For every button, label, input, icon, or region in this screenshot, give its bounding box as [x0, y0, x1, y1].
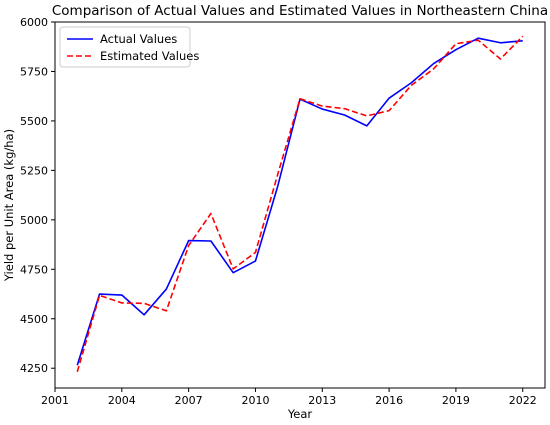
chart-title: Comparison of Actual Values and Estimate…: [52, 3, 548, 19]
x-tick-label: 2013: [308, 394, 336, 407]
series-line-estimated: [76, 35, 524, 373]
legend-label: Estimated Values: [100, 49, 199, 63]
y-tick-label: 5500: [20, 115, 48, 128]
y-tick-label: 6000: [20, 16, 48, 29]
y-tick-label: 5000: [20, 214, 48, 227]
y-axis-label: Yield per Unit Area (kg/ha): [2, 129, 16, 282]
x-tick-label: 2007: [175, 394, 203, 407]
y-tick-label: 5250: [20, 164, 48, 177]
x-tick-label: 2016: [375, 394, 403, 407]
legend-label: Actual Values: [100, 32, 177, 46]
series-line-actual: [76, 37, 523, 366]
x-tick-label: 2010: [241, 394, 269, 407]
y-tick-label: 4500: [20, 313, 48, 326]
x-tick-label: 2004: [108, 394, 136, 407]
x-tick-label: 2001: [41, 394, 69, 407]
y-axis: 4250 4500 4750 5000 5250 5500 5750 6000: [20, 16, 55, 375]
y-tick-label: 5750: [20, 65, 48, 78]
plot-area: [76, 35, 524, 373]
x-tick-label: 2022: [509, 394, 537, 407]
x-axis-label: Year: [287, 407, 313, 421]
legend-box: [59, 26, 191, 68]
x-tick-label: 2019: [442, 394, 470, 407]
y-tick-label: 4750: [20, 263, 48, 276]
x-axis: 2001 2004 2007 2010 2013 2016 2019 2022: [41, 388, 537, 407]
legend: Actual Values Estimated Values: [59, 26, 199, 68]
plot-frame: [54, 21, 546, 389]
y-tick-label: 4250: [20, 362, 48, 375]
